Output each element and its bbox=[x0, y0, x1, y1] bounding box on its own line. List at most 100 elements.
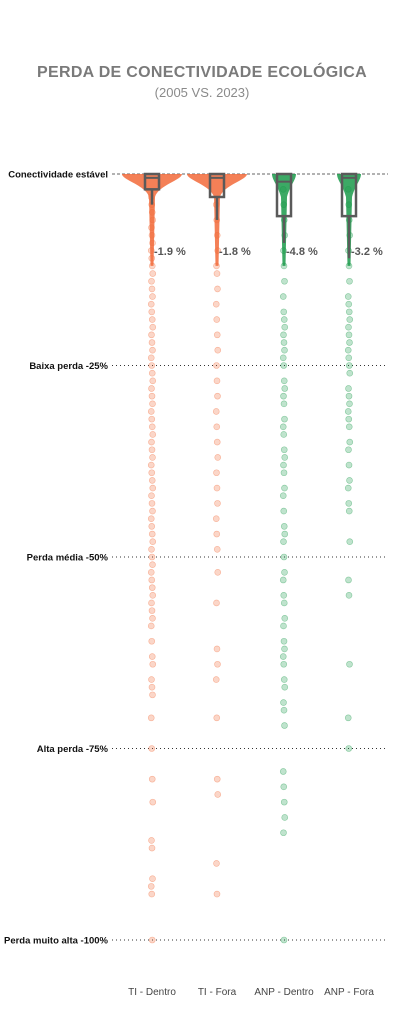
data-point bbox=[281, 484, 288, 492]
data-point bbox=[279, 653, 287, 660]
data-point bbox=[148, 676, 155, 683]
data-point bbox=[344, 408, 352, 415]
data-point bbox=[148, 653, 156, 660]
data-point bbox=[149, 798, 157, 806]
data-point bbox=[281, 683, 289, 691]
data-point bbox=[148, 775, 156, 783]
median-label: -3.2 % bbox=[351, 246, 383, 258]
data-point bbox=[213, 438, 221, 446]
data-point bbox=[345, 423, 353, 431]
labels: Conectividade estável Baixa perda -25% Per… bbox=[4, 170, 383, 999]
data-point bbox=[148, 523, 156, 530]
data-point bbox=[346, 400, 353, 408]
data-point bbox=[213, 714, 221, 722]
reference-line-label: Baixa perda -25% bbox=[29, 361, 108, 372]
data-point bbox=[280, 591, 288, 599]
data-point bbox=[149, 270, 157, 277]
data-point bbox=[213, 775, 221, 783]
data-point bbox=[149, 293, 156, 300]
data-point bbox=[279, 576, 287, 584]
data-point bbox=[147, 461, 155, 469]
data-point bbox=[280, 783, 288, 791]
data-point bbox=[345, 308, 353, 316]
data-point bbox=[280, 461, 287, 469]
data-point bbox=[148, 415, 156, 423]
data-point bbox=[148, 308, 156, 316]
data-point bbox=[280, 798, 288, 806]
data-point bbox=[147, 300, 155, 308]
data-point bbox=[213, 331, 221, 339]
box-rect bbox=[143, 172, 161, 191]
box-rect bbox=[340, 172, 358, 218]
data-point bbox=[281, 814, 289, 821]
data-point bbox=[281, 277, 288, 285]
data-point bbox=[281, 385, 289, 392]
data-point bbox=[280, 936, 288, 944]
data-point bbox=[148, 837, 155, 844]
data-point bbox=[279, 768, 287, 775]
data-point bbox=[148, 285, 156, 293]
data-point bbox=[346, 438, 354, 446]
data-point bbox=[280, 676, 288, 683]
data-point bbox=[149, 591, 157, 599]
data-point bbox=[280, 637, 288, 645]
data-point bbox=[346, 660, 353, 668]
data-point bbox=[148, 576, 156, 584]
data-point bbox=[281, 346, 288, 354]
data-point bbox=[280, 622, 287, 630]
median-label: -1.8 % bbox=[219, 246, 251, 258]
category-label: ANP - Dentro bbox=[254, 987, 314, 998]
data-point bbox=[344, 186, 352, 193]
data-point bbox=[346, 538, 354, 545]
boxplots bbox=[143, 172, 358, 259]
data-point bbox=[280, 538, 287, 545]
box-rect bbox=[208, 172, 226, 199]
data-point bbox=[212, 408, 220, 415]
data-point bbox=[345, 745, 353, 752]
data-point bbox=[148, 683, 156, 691]
data-point bbox=[280, 339, 288, 346]
data-point bbox=[148, 362, 156, 369]
data-point bbox=[149, 239, 156, 247]
data-point bbox=[280, 699, 287, 706]
data-point bbox=[345, 201, 353, 208]
data-point bbox=[149, 323, 157, 331]
data-point bbox=[213, 530, 221, 538]
data-point bbox=[280, 553, 288, 561]
data-point bbox=[148, 469, 156, 477]
data-point bbox=[147, 515, 155, 523]
data-point bbox=[345, 385, 352, 392]
data-point bbox=[281, 722, 288, 729]
data-point bbox=[281, 323, 289, 331]
data-point bbox=[214, 569, 222, 576]
data-point bbox=[214, 791, 222, 798]
data-point bbox=[279, 354, 287, 362]
data-point bbox=[214, 454, 222, 461]
chart-title: PERDA DE CONECTIVIDADE ECOLÓGICA bbox=[37, 64, 367, 81]
data-point bbox=[214, 247, 222, 254]
data-point bbox=[148, 745, 156, 752]
data-point bbox=[213, 645, 221, 653]
data-point bbox=[148, 607, 156, 614]
data-point bbox=[147, 247, 155, 254]
category-label: ANP - Fora bbox=[324, 987, 374, 998]
data-point bbox=[346, 369, 354, 377]
data-point bbox=[280, 446, 288, 454]
data-point bbox=[345, 507, 353, 515]
data-point bbox=[280, 362, 288, 369]
data-point bbox=[213, 484, 221, 492]
data-point bbox=[214, 346, 222, 354]
data-point bbox=[280, 247, 287, 254]
data-point bbox=[212, 515, 220, 523]
data-point bbox=[280, 469, 288, 477]
data-point bbox=[280, 523, 288, 530]
data-point bbox=[148, 599, 155, 607]
data-point bbox=[280, 660, 288, 668]
data-point bbox=[148, 438, 155, 446]
data-point bbox=[149, 507, 156, 515]
data-point bbox=[148, 316, 156, 323]
data-point bbox=[345, 500, 353, 507]
data-point bbox=[279, 186, 287, 193]
reference-line-label: Perda muito alta -100% bbox=[4, 936, 109, 947]
